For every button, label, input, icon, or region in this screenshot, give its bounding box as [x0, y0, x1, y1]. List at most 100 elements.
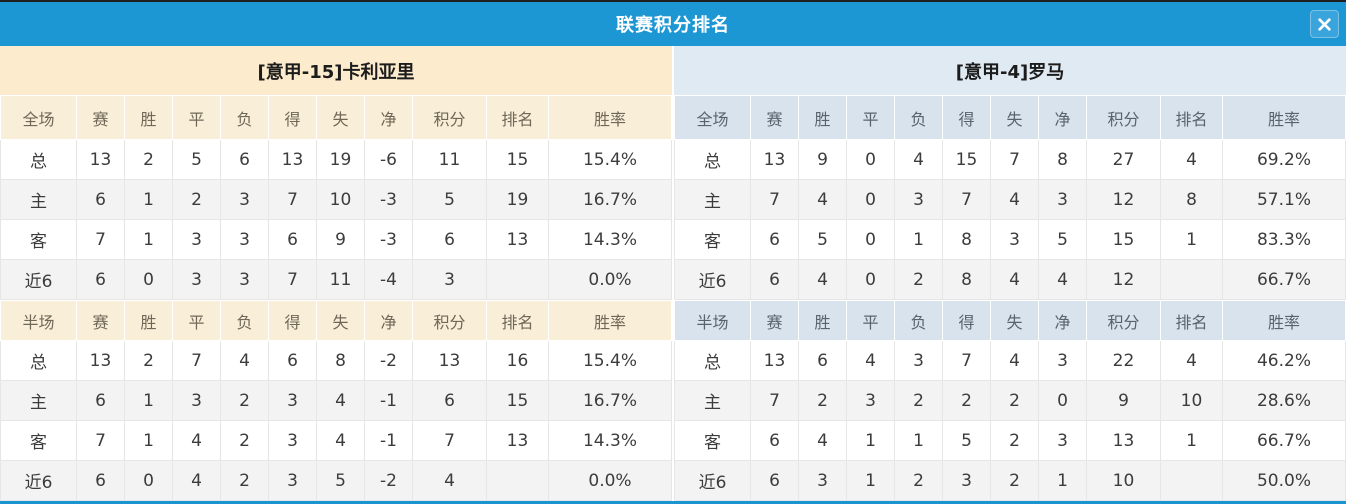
stat-cell: 7 — [990, 139, 1039, 180]
stat-cell: 6 — [76, 460, 125, 501]
column-header-row: 半场赛胜平负得失净积分 排名 胜率 — [674, 300, 1346, 341]
stat-cell: 2 — [942, 380, 991, 421]
column-header: 排名 — [486, 95, 549, 140]
points-cell: 4 — [412, 460, 487, 501]
stat-cell: 7 — [750, 179, 799, 220]
points-cell: 27 — [1086, 139, 1161, 180]
stat-cell: 7 — [942, 340, 991, 381]
win-rate-cell: 14.3% — [548, 420, 672, 461]
column-header: 失 — [990, 95, 1039, 140]
row-label: 客 — [674, 420, 751, 461]
close-button[interactable] — [1310, 10, 1339, 38]
stat-cell: 1 — [894, 420, 943, 461]
win-rate-cell: 50.0% — [1222, 460, 1346, 501]
points-cell: 10 — [1086, 460, 1161, 501]
column-header: 胜率 — [548, 95, 672, 140]
rank-cell: 1 — [1160, 420, 1223, 461]
section-label: 半场 — [674, 300, 751, 341]
stat-cell: 0 — [846, 179, 895, 220]
column-header: 胜 — [798, 300, 847, 341]
stat-cell: 3 — [894, 179, 943, 220]
stat-cell: 6 — [76, 380, 125, 421]
stat-cell: 7 — [942, 179, 991, 220]
stat-cell: 3 — [798, 460, 847, 501]
stat-cell: 3 — [220, 259, 269, 300]
stat-cell: 3 — [846, 380, 895, 421]
stat-cell: 2 — [990, 460, 1039, 501]
column-header: 负 — [894, 300, 943, 341]
win-rate-cell: 0.0% — [548, 460, 672, 501]
column-header: 赛 — [76, 300, 125, 341]
row-label: 客 — [0, 420, 77, 461]
stat-cell: 8 — [942, 219, 991, 260]
stat-cell: -4 — [364, 259, 413, 300]
stat-cell: 0 — [846, 219, 895, 260]
rank-cell — [1160, 259, 1223, 300]
stat-cell: 2 — [124, 139, 173, 180]
stat-cell: 4 — [798, 420, 847, 461]
stat-cell: 3 — [1038, 340, 1087, 381]
stat-cell: 6 — [750, 420, 799, 461]
stat-cell: 6 — [268, 340, 317, 381]
stat-cell: 2 — [894, 380, 943, 421]
rank-cell: 13 — [486, 219, 549, 260]
stat-cell: 4 — [798, 179, 847, 220]
stat-cell: 1 — [846, 420, 895, 461]
stat-cell: 15 — [942, 139, 991, 180]
stat-cell: 4 — [990, 259, 1039, 300]
stat-cell: 0 — [846, 259, 895, 300]
stat-cell: 6 — [76, 259, 125, 300]
row-label: 客 — [674, 219, 751, 260]
stat-cell: 1 — [1038, 460, 1087, 501]
column-header-row: 半场赛胜平负得失净积分 排名 胜率 — [0, 300, 672, 341]
column-header: 排名 — [1160, 300, 1223, 341]
row-label: 近6 — [674, 259, 751, 300]
team-panel: [意甲-4]罗马 全场赛胜平负得失净积分 排名 胜率总 13 9 0 4 15 7 8 27 4 69.2… — [674, 46, 1346, 501]
column-header: 胜率 — [1222, 95, 1346, 140]
team-stats-container: [意甲-15]卡利亚里 全场赛胜平负得失净积分 排名 胜率总 13 2 5 6 13 19 -6 11… — [0, 46, 1346, 501]
win-rate-cell: 0.0% — [548, 259, 672, 300]
stat-cell: 8 — [942, 259, 991, 300]
stat-cell: 1 — [124, 380, 173, 421]
rank-cell — [486, 460, 549, 501]
stat-cell: 13 — [76, 139, 125, 180]
stat-cell: 0 — [124, 460, 173, 501]
win-rate-cell: 28.6% — [1222, 380, 1346, 421]
points-cell: 3 — [412, 259, 487, 300]
stats-row-away: 客 6 4 1 1 5 2 3 13 1 66.7% — [674, 420, 1346, 461]
stat-cell: 3 — [220, 219, 269, 260]
row-label: 主 — [0, 179, 77, 220]
rank-cell: 10 — [1160, 380, 1223, 421]
stat-cell: 2 — [172, 179, 221, 220]
win-rate-cell: 15.4% — [548, 139, 672, 180]
modal-titlebar: 联赛积分排名 — [0, 2, 1346, 46]
column-header: 负 — [220, 95, 269, 140]
stat-cell: 4 — [1038, 259, 1087, 300]
stat-cell: 2 — [894, 259, 943, 300]
column-header: 平 — [172, 95, 221, 140]
stat-cell: 4 — [172, 420, 221, 461]
stat-cell: 1 — [846, 460, 895, 501]
stat-cell: 11 — [316, 259, 365, 300]
stats-row-total: 总 13 2 7 4 6 8 -2 13 16 15.4% — [0, 340, 672, 381]
points-cell: 12 — [1086, 259, 1161, 300]
column-header: 胜率 — [1222, 300, 1346, 341]
column-header: 赛 — [76, 95, 125, 140]
column-header: 失 — [316, 300, 365, 341]
stat-cell: 2 — [894, 460, 943, 501]
stat-cell: 0 — [846, 139, 895, 180]
points-cell: 6 — [412, 219, 487, 260]
stats-row-away: 客 7 1 3 3 6 9 -3 6 13 14.3% — [0, 219, 672, 260]
stat-cell: 4 — [990, 179, 1039, 220]
column-header: 负 — [894, 95, 943, 140]
column-header: 积分 — [412, 300, 487, 341]
stat-cell: 6 — [750, 219, 799, 260]
stat-cell: 5 — [172, 139, 221, 180]
column-header: 赛 — [750, 95, 799, 140]
column-header: 得 — [942, 300, 991, 341]
section-label: 全场 — [674, 95, 751, 140]
column-header: 积分 — [412, 95, 487, 140]
stat-cell: 4 — [798, 259, 847, 300]
stat-cell: 0 — [124, 259, 173, 300]
stats-row-recent: 近6 6 4 0 2 8 4 4 12 66.7% — [674, 259, 1346, 300]
